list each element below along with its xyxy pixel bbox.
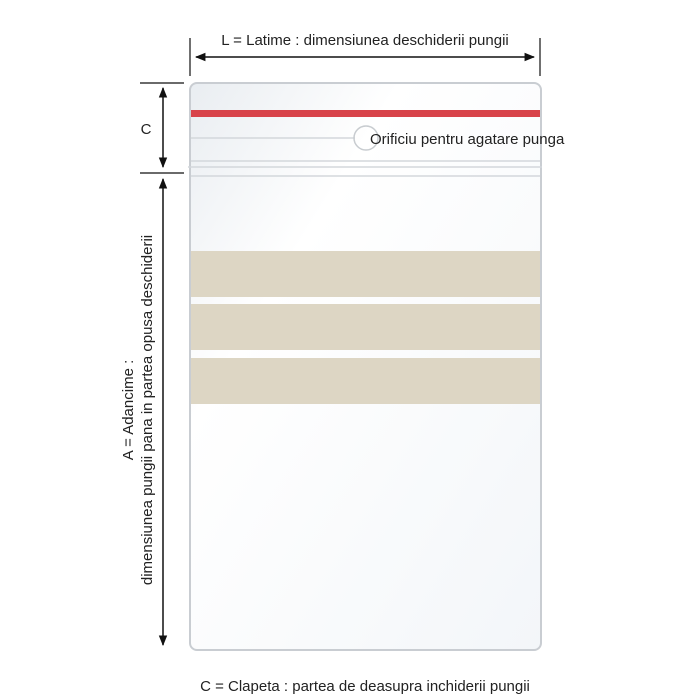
width-label: L = Latime : dimensiunea deschiderii pun… <box>221 32 509 49</box>
write-on-strip <box>191 304 540 350</box>
write-on-strip <box>191 358 540 404</box>
depth-label-line2: dimensiunea pungii pana in partea opusa … <box>139 235 156 585</box>
hang-hole-label: Orificiu pentru agatare punga <box>370 131 565 148</box>
flap-label: C <box>141 121 152 138</box>
footer-caption: C = Clapeta : partea de deasupra inchide… <box>200 678 530 695</box>
write-on-strip <box>191 251 540 297</box>
depth-label-line1: A = Adancime : <box>120 360 137 460</box>
seal-red-line <box>191 110 540 117</box>
hang-hole-icon <box>353 125 379 151</box>
